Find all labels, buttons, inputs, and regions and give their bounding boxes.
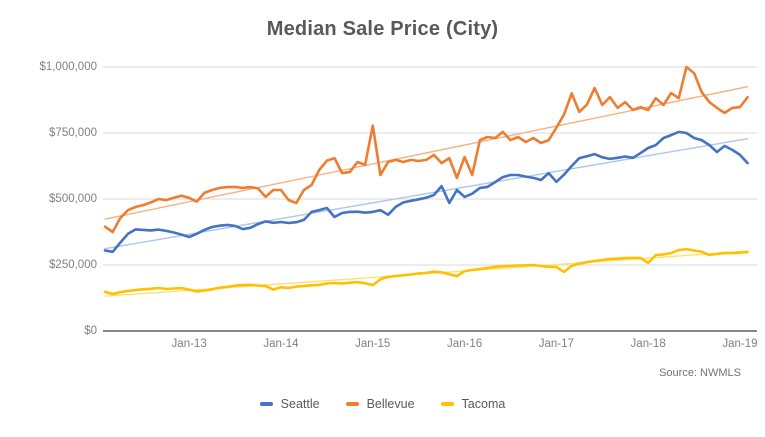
legend: Seattle Bellevue Tacoma bbox=[0, 397, 765, 411]
legend-item-tacoma: Tacoma bbox=[440, 397, 506, 411]
y-tick-label: $500,000 bbox=[49, 193, 97, 205]
legend-marker bbox=[259, 402, 273, 406]
x-tick-label: Jan-13 bbox=[171, 338, 207, 350]
x-tick-label: Jan-14 bbox=[263, 338, 299, 350]
y-tick-label: $1,000,000 bbox=[39, 61, 97, 73]
y-tick-label: $0 bbox=[84, 325, 97, 337]
legend-label: Tacoma bbox=[461, 397, 506, 411]
chart-title: Median Sale Price (City) bbox=[266, 18, 499, 40]
legend-label: Seattle bbox=[280, 397, 320, 411]
legend-marker bbox=[440, 402, 454, 406]
x-tick-label: Jan-17 bbox=[538, 338, 574, 350]
y-tick-label: $250,000 bbox=[49, 259, 97, 271]
legend-label: Bellevue bbox=[366, 397, 415, 411]
legend-item-bellevue: Bellevue bbox=[345, 397, 415, 411]
source-note: Source: NWMLS bbox=[659, 367, 741, 379]
legend-item-seattle: Seattle bbox=[259, 397, 320, 411]
x-tick-label: Jan-19 bbox=[722, 338, 758, 350]
x-tick-label: Jan-18 bbox=[630, 338, 666, 350]
x-tick-label: Jan-15 bbox=[355, 338, 391, 350]
x-tick-label: Jan-16 bbox=[446, 338, 483, 350]
y-tick-label: $750,000 bbox=[49, 127, 97, 139]
legend-marker bbox=[345, 402, 359, 406]
